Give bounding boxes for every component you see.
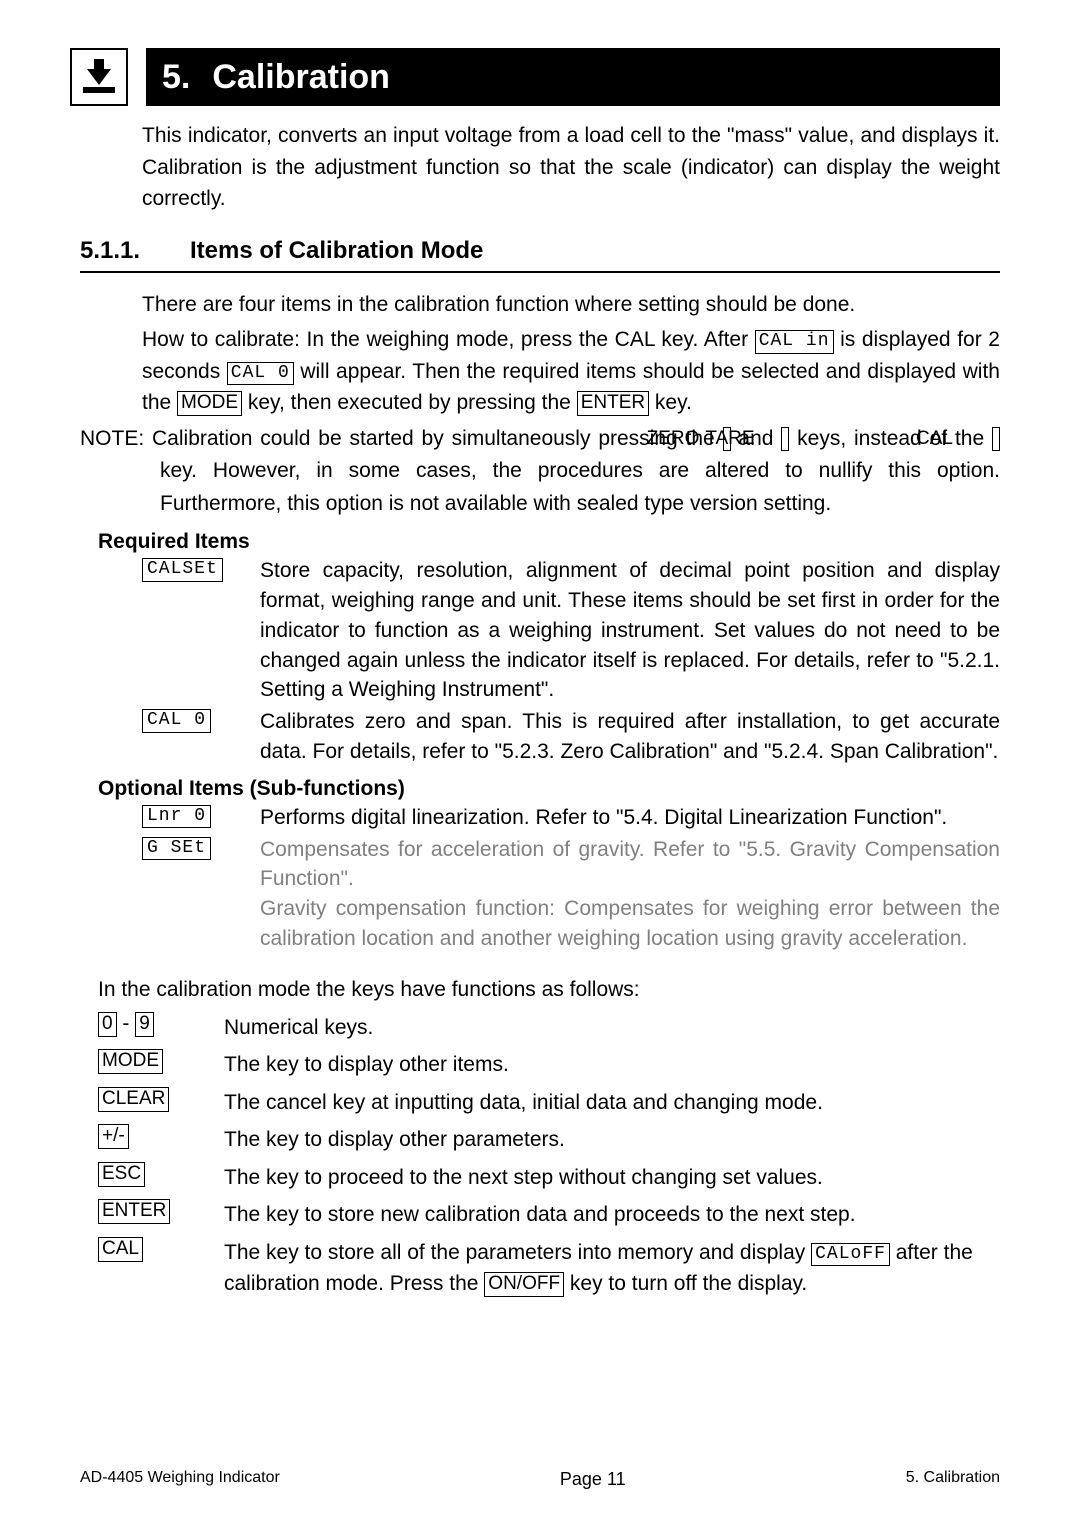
- mode-key: MODE: [98, 1049, 163, 1074]
- section-number: 5.1.1.: [80, 237, 190, 265]
- chapter-number: 5.: [162, 58, 190, 97]
- enter-key: ENTER: [577, 391, 649, 416]
- key-description: The key to store new calibration data an…: [224, 1199, 1000, 1231]
- mode-key: MODE: [177, 391, 242, 416]
- key-intro: In the calibration mode the keys have fu…: [98, 978, 1000, 1002]
- key-description: The key to proceed to the next step with…: [224, 1162, 1000, 1194]
- key-description: The cancel key at inputting data, initia…: [224, 1087, 1000, 1119]
- footer-left: AD-4405 Weighing Indicator: [80, 1469, 280, 1490]
- key-description: The key to store all of the parameters i…: [224, 1237, 1000, 1300]
- download-to-tray-icon: [70, 48, 128, 106]
- cal-key: CAL: [98, 1237, 143, 1262]
- key-table: 0 - 9 Numerical keys. MODE The key to di…: [98, 1012, 1000, 1300]
- key-row: ESC The key to proceed to the next step …: [98, 1162, 1000, 1194]
- required-item: CAL 0 Calibrates zero and span. This is …: [142, 707, 1000, 767]
- item-description: Calibrates zero and span. This is requir…: [260, 707, 1000, 767]
- required-item: CALSEt Store capacity, resolution, align…: [142, 556, 1000, 705]
- enter-key: ENTER: [98, 1199, 170, 1224]
- optional-item: G SEt Compensates for acceleration of gr…: [142, 835, 1000, 954]
- item-description: Store capacity, resolution, alignment of…: [260, 556, 1000, 705]
- plusminus-key: +/-: [98, 1124, 129, 1149]
- key-description: The key to display other items.: [224, 1049, 1000, 1081]
- chapter-title: 5. Calibration: [146, 48, 1000, 106]
- optional-items-heading: Optional Items (Sub-functions): [98, 777, 1000, 801]
- item-segment: CALSEt: [142, 556, 260, 705]
- key-description: The key to display other parameters.: [224, 1124, 1000, 1156]
- num-key: 9: [135, 1012, 154, 1037]
- optional-item: Lnr 0 Performs digital linearization. Re…: [142, 803, 1000, 833]
- section-underline: [80, 271, 1000, 273]
- footer-page: Page 11: [560, 1469, 626, 1490]
- item-segment: G SEt: [142, 835, 260, 954]
- key-row: 0 - 9 Numerical keys.: [98, 1012, 1000, 1044]
- chapter-title-text: Calibration: [212, 58, 390, 97]
- note-paragraph: NOTE: Calibration could be started by si…: [80, 423, 1000, 521]
- chapter-header: 5. Calibration: [70, 48, 1000, 106]
- intro-paragraph: This indicator, converts an input voltag…: [142, 120, 1000, 215]
- key-row: ENTER The key to store new calibration d…: [98, 1199, 1000, 1231]
- required-items-heading: Required Items: [98, 530, 1000, 554]
- key-row: MODE The key to display other items.: [98, 1049, 1000, 1081]
- clear-key: CLEAR: [98, 1087, 169, 1112]
- onoff-key: ON/OFF: [484, 1272, 564, 1297]
- seg-display: CAL 0: [227, 362, 294, 386]
- cal-key: CAL: [992, 427, 1000, 452]
- seg-display: CAL in: [755, 330, 834, 354]
- section-heading: 5.1.1. Items of Calibration Mode: [80, 237, 1000, 265]
- key-row: CAL The key to store all of the paramete…: [98, 1237, 1000, 1300]
- esc-key: ESC: [98, 1162, 145, 1187]
- key-row: CLEAR The cancel key at inputting data, …: [98, 1087, 1000, 1119]
- paragraph: There are four items in the calibration …: [142, 289, 1000, 321]
- item-segment: CAL 0: [142, 707, 260, 767]
- item-description: Compensates for acceleration of gravity.…: [260, 835, 1000, 954]
- footer-right: 5. Calibration: [906, 1469, 1000, 1490]
- key-row: +/- The key to display other parameters.: [98, 1124, 1000, 1156]
- key-description: Numerical keys.: [224, 1012, 1000, 1044]
- seg-display: CALoFF: [811, 1243, 890, 1267]
- num-key: 0: [98, 1012, 117, 1037]
- paragraph: How to calibrate: In the weighing mode, …: [142, 324, 1000, 419]
- item-segment: Lnr 0: [142, 803, 260, 833]
- section-title: Items of Calibration Mode: [190, 237, 483, 265]
- item-description: Performs digital linearization. Refer to…: [260, 803, 1000, 833]
- page-footer: AD-4405 Weighing Indicator Page 11 5. Ca…: [80, 1469, 1000, 1490]
